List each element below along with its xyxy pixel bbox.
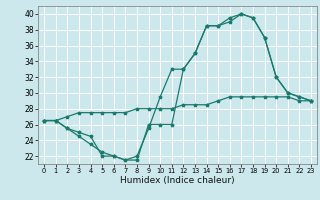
- X-axis label: Humidex (Indice chaleur): Humidex (Indice chaleur): [120, 176, 235, 185]
